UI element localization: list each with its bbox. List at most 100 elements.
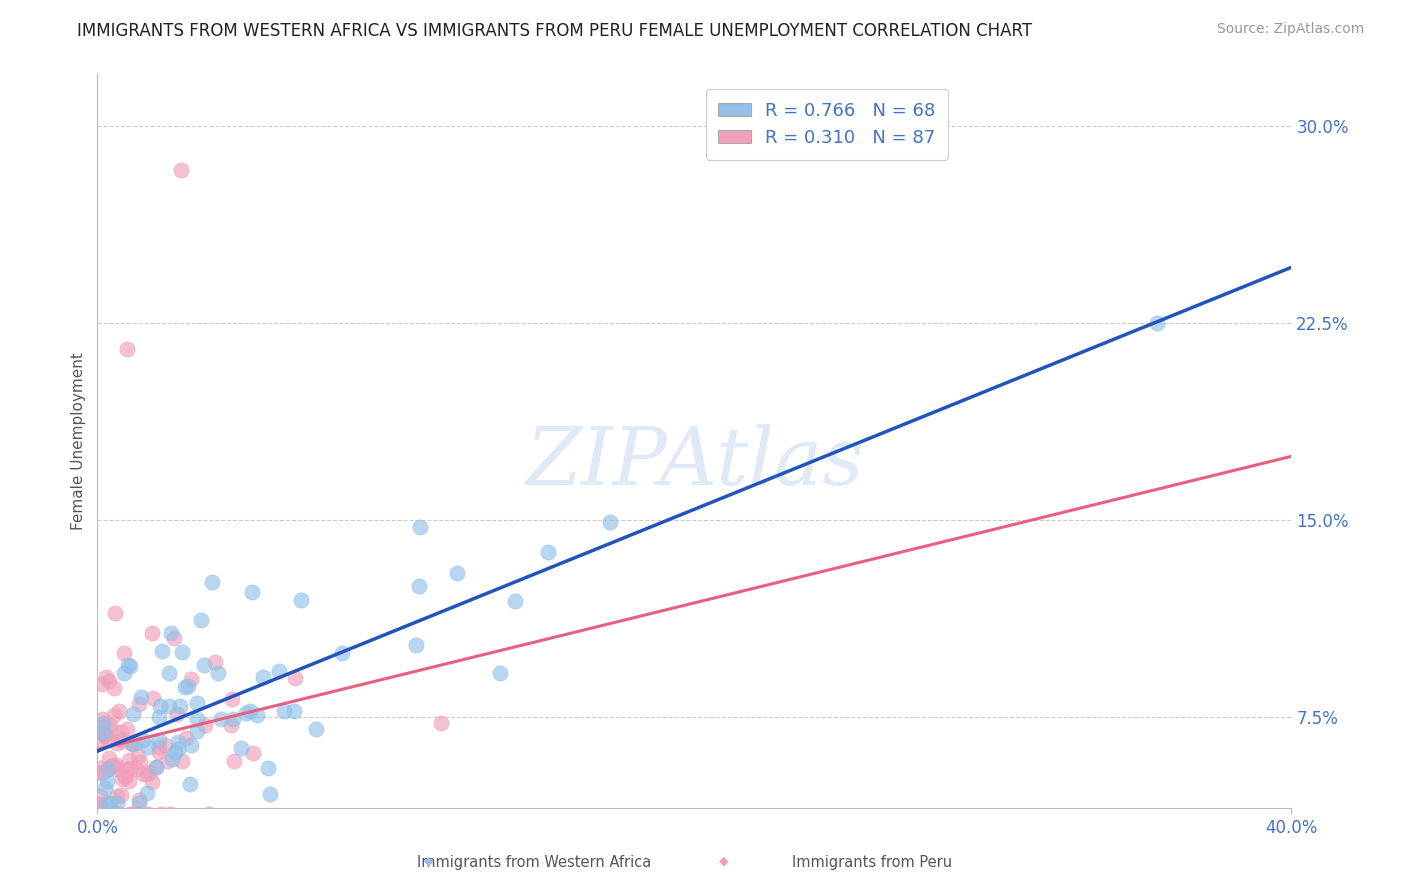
Point xyxy=(89,733,111,747)
Point xyxy=(177,679,200,693)
Point xyxy=(179,777,201,791)
Point xyxy=(139,764,162,779)
Point xyxy=(429,715,451,730)
Point xyxy=(204,655,226,669)
Point xyxy=(111,734,134,748)
Point xyxy=(267,664,290,678)
Point xyxy=(290,593,312,607)
Point xyxy=(93,715,115,730)
Point xyxy=(283,704,305,718)
Point xyxy=(124,736,146,750)
Point xyxy=(136,740,159,755)
Y-axis label: Female Unemployment: Female Unemployment xyxy=(72,351,86,530)
Point xyxy=(145,760,167,774)
Point xyxy=(180,738,202,752)
Text: Source: ZipAtlas.com: Source: ZipAtlas.com xyxy=(1216,22,1364,37)
Point xyxy=(194,718,217,732)
Point xyxy=(252,670,274,684)
Point xyxy=(120,806,142,821)
Point xyxy=(114,770,136,784)
Point xyxy=(142,691,165,706)
Point xyxy=(93,729,115,743)
Point xyxy=(129,690,152,705)
Point xyxy=(103,681,125,696)
Point xyxy=(115,722,138,736)
Point xyxy=(257,761,280,775)
Point xyxy=(235,706,257,721)
Point xyxy=(198,806,221,821)
Text: Immigrants from Peru: Immigrants from Peru xyxy=(792,855,952,870)
Point xyxy=(91,726,114,740)
Point xyxy=(405,638,427,652)
Point xyxy=(149,699,172,714)
Point xyxy=(221,712,243,726)
Text: IMMIGRANTS FROM WESTERN AFRICA VS IMMIGRANTS FROM PERU FEMALE UNEMPLOYMENT CORRE: IMMIGRANTS FROM WESTERN AFRICA VS IMMIGR… xyxy=(77,22,1032,40)
Point xyxy=(305,723,328,737)
Point xyxy=(132,733,155,747)
Point xyxy=(110,724,132,739)
Point xyxy=(118,659,141,673)
Point xyxy=(446,566,468,580)
Point xyxy=(118,754,141,768)
Point xyxy=(193,657,215,672)
Point xyxy=(148,710,170,724)
Point xyxy=(122,737,145,751)
Point xyxy=(136,767,159,781)
Point xyxy=(127,749,149,764)
Point xyxy=(105,736,128,750)
Point xyxy=(89,804,111,818)
Point xyxy=(108,704,131,718)
Point xyxy=(101,758,124,772)
Point xyxy=(105,796,128,810)
Point xyxy=(90,712,112,726)
Point xyxy=(98,751,121,765)
Point xyxy=(505,593,527,607)
Text: ◆: ◆ xyxy=(720,854,728,867)
Point xyxy=(117,658,139,673)
Point xyxy=(599,515,621,529)
Point xyxy=(163,631,186,645)
Point xyxy=(136,787,159,801)
Point xyxy=(100,723,122,737)
Point xyxy=(231,741,253,756)
Point xyxy=(90,677,112,691)
Point xyxy=(167,734,190,748)
Text: ◆: ◆ xyxy=(425,854,433,867)
Point xyxy=(96,731,118,745)
Point xyxy=(100,759,122,773)
Point xyxy=(190,613,212,627)
Point xyxy=(89,761,111,775)
Point xyxy=(105,805,128,820)
Point xyxy=(148,739,170,754)
Point xyxy=(186,696,208,710)
Point xyxy=(93,806,115,821)
Point xyxy=(141,774,163,789)
Point xyxy=(489,666,512,681)
Point xyxy=(128,796,150,810)
Point xyxy=(110,789,132,803)
Point xyxy=(163,745,186,759)
Point xyxy=(273,704,295,718)
Point xyxy=(89,797,111,811)
Point xyxy=(239,704,262,718)
Point xyxy=(94,670,117,684)
Point xyxy=(112,666,135,681)
Point xyxy=(170,754,193,768)
Point xyxy=(167,742,190,756)
Point xyxy=(200,575,222,590)
Point xyxy=(131,767,153,781)
Point xyxy=(108,806,131,821)
Point xyxy=(240,585,263,599)
Point xyxy=(157,698,180,713)
Point xyxy=(222,754,245,768)
Point xyxy=(141,626,163,640)
Point xyxy=(115,342,138,356)
Point xyxy=(169,698,191,713)
Point xyxy=(536,544,558,558)
Point xyxy=(408,579,430,593)
Point xyxy=(409,520,432,534)
Point xyxy=(150,644,173,658)
Point xyxy=(118,773,141,788)
Point xyxy=(118,761,141,775)
Point xyxy=(155,738,177,752)
